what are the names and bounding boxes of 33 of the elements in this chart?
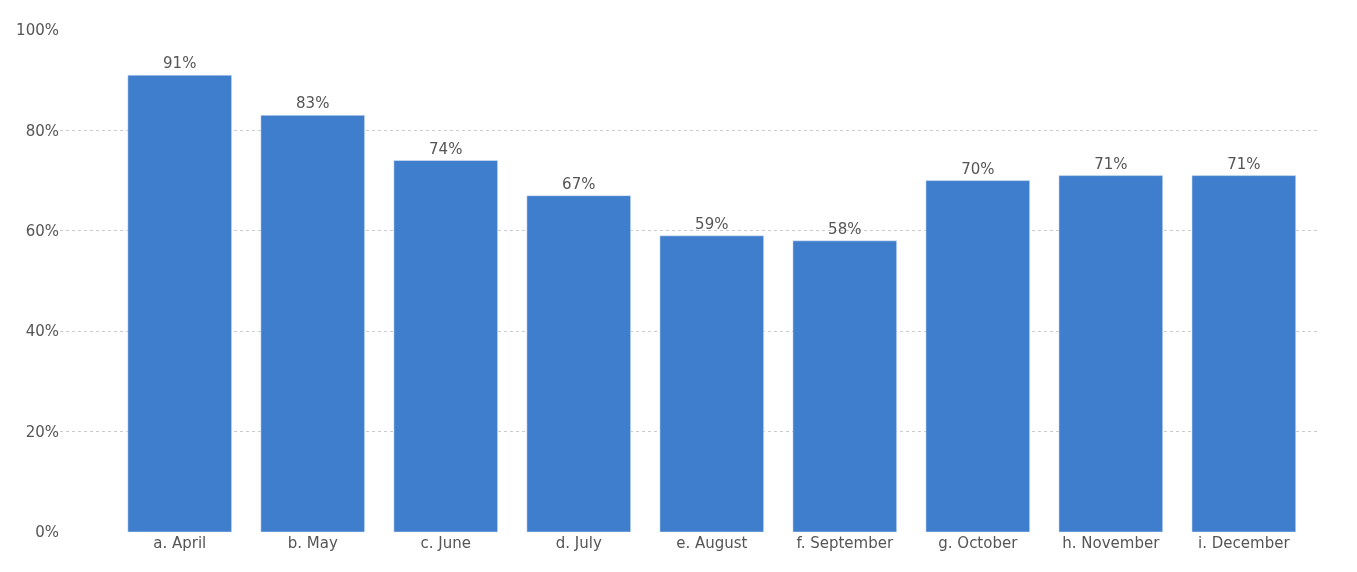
- y-tick-label: 60%: [25, 222, 59, 241]
- data-label: 71%: [1094, 154, 1128, 173]
- x-tick-label: f. September: [796, 534, 894, 552]
- data-label: 91%: [163, 54, 197, 73]
- bar: [526, 195, 631, 532]
- data-label: 71%: [1227, 154, 1261, 173]
- x-tick-label: c. June: [420, 534, 471, 552]
- data-label: 59%: [695, 214, 729, 233]
- x-tick-label: e. August: [676, 534, 748, 552]
- bar: [792, 240, 897, 532]
- bar: [1058, 175, 1163, 532]
- data-label: 74%: [429, 139, 463, 158]
- y-tick-label: 40%: [25, 322, 59, 341]
- bar: [260, 115, 365, 532]
- bar: [659, 235, 764, 532]
- data-label: 70%: [961, 159, 995, 178]
- x-tick-label: h. November: [1062, 534, 1161, 552]
- y-tick-label: 100%: [16, 21, 59, 40]
- data-label: 83%: [296, 94, 330, 113]
- x-tick-label: g. October: [938, 534, 1019, 552]
- x-tick-label: d. July: [555, 534, 602, 552]
- bar: [127, 74, 232, 532]
- bar: [1191, 175, 1296, 532]
- y-tick-label: 80%: [25, 121, 59, 140]
- data-label: 67%: [562, 174, 596, 193]
- bar: [925, 180, 1030, 532]
- x-tick-label: i. December: [1198, 534, 1291, 552]
- x-tick-label: b. May: [287, 534, 338, 552]
- y-tick-label: 20%: [25, 422, 59, 441]
- data-label: 58%: [828, 219, 862, 238]
- y-tick-label: 0%: [35, 523, 59, 542]
- x-tick-label: a. April: [153, 534, 207, 552]
- bar: [393, 160, 498, 532]
